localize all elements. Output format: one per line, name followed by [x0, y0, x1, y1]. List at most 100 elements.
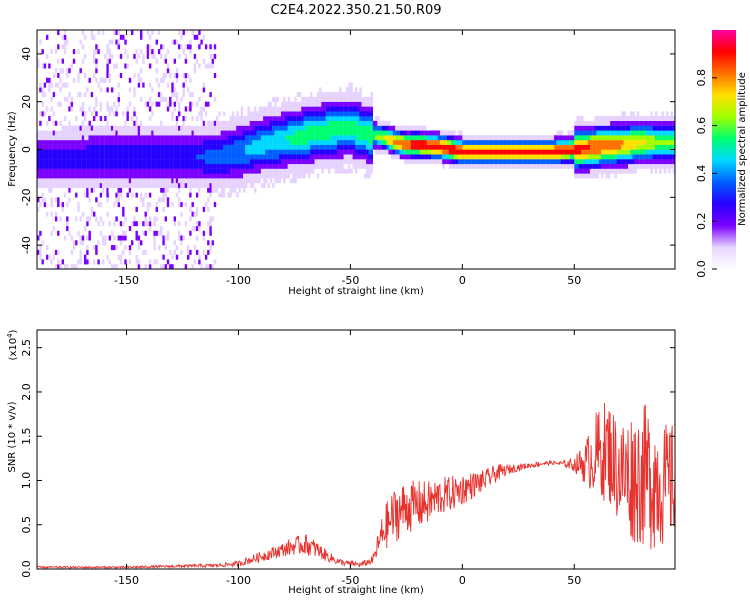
heatmap-cell	[39, 154, 42, 160]
heatmap-cell	[668, 144, 671, 150]
heatmap-cell	[126, 125, 129, 131]
heatmap-cell	[269, 144, 273, 150]
heatmap-cell	[325, 130, 329, 136]
heatmap-cell	[46, 187, 49, 193]
heatmap-cell	[621, 135, 624, 141]
heatmap-cell	[37, 163, 40, 169]
heatmap-cell	[229, 159, 232, 165]
heatmap-cell	[128, 130, 132, 136]
heatmap-cell	[220, 154, 223, 160]
heatmap-cell	[332, 144, 335, 150]
heatmap-cell	[368, 159, 371, 165]
heatmap-cell	[128, 135, 132, 141]
heatmap-cell	[157, 168, 161, 174]
heatmap-cell	[249, 144, 253, 150]
heatmap-cell	[128, 163, 132, 169]
heatmap-cell	[41, 183, 44, 188]
heatmap-cell	[296, 111, 300, 117]
heatmap-cell	[88, 163, 91, 169]
heatmap-cell	[446, 154, 450, 160]
heatmap-cell	[334, 96, 338, 102]
heatmap-cell	[487, 135, 490, 141]
heatmap-cell	[583, 130, 586, 136]
heatmap-cell	[645, 159, 649, 165]
heatmap-cell	[204, 254, 208, 260]
heatmap-cell	[207, 240, 210, 246]
heatmap-cell	[531, 144, 535, 150]
heatmap-cell	[86, 235, 89, 241]
heatmap-cell	[585, 144, 588, 150]
heatmap-cell	[610, 120, 613, 126]
heatmap-cell	[216, 149, 219, 155]
heatmap-cell	[464, 144, 467, 150]
heatmap-cell	[106, 135, 109, 141]
heatmap-cell	[146, 44, 150, 50]
heatmap-cell	[312, 120, 315, 126]
heatmap-cell	[435, 154, 438, 160]
heatmap-cell	[93, 168, 96, 174]
heatmap-cell	[509, 159, 512, 165]
heatmap-cell	[265, 163, 268, 169]
heatmap-cell	[178, 139, 181, 145]
heatmap-cell	[166, 130, 170, 136]
heatmap-cell	[343, 144, 347, 150]
heatmap-cell	[227, 163, 230, 169]
heatmap-cell	[254, 111, 257, 117]
heatmap-cell	[182, 173, 185, 179]
heatmap-cell	[460, 130, 463, 136]
heatmap-cell	[292, 168, 295, 174]
heatmap-cell	[607, 168, 611, 174]
heatmap-cell	[180, 120, 183, 126]
heatmap-cell	[654, 163, 658, 169]
heatmap-cell	[133, 178, 136, 184]
heatmap-cell	[348, 135, 351, 141]
heatmap-cell	[298, 125, 302, 131]
heatmap-cell	[328, 168, 331, 174]
heatmap-cell	[97, 202, 100, 208]
heatmap-cell	[48, 187, 51, 193]
heatmap-cell	[133, 130, 136, 136]
heatmap-cell	[478, 159, 481, 165]
heatmap-cell	[292, 159, 295, 165]
heatmap-cell	[343, 130, 347, 136]
heatmap-cell	[475, 154, 479, 160]
heatmap-cell	[287, 125, 291, 131]
heatmap-cell	[332, 125, 335, 131]
heatmap-cell	[666, 125, 669, 131]
heatmap-cell	[337, 96, 340, 102]
heatmap-cell	[166, 202, 170, 208]
heatmap-cell	[166, 168, 170, 174]
heatmap-cell	[332, 154, 335, 160]
heatmap-cell	[160, 53, 163, 59]
heatmap-cell	[66, 130, 69, 136]
heatmap-cell	[343, 159, 347, 165]
heatmap-cell	[567, 139, 570, 145]
heatmap-cell	[619, 159, 622, 165]
heatmap-cell	[639, 130, 642, 136]
heatmap-cell	[258, 111, 261, 117]
heatmap-cell	[350, 111, 353, 117]
heatmap-cell	[431, 135, 434, 141]
heatmap-cell	[601, 159, 604, 165]
heatmap-cell	[195, 130, 199, 136]
heatmap-cell	[410, 130, 414, 136]
heatmap-cell	[372, 130, 376, 136]
heatmap-cell	[54, 173, 58, 179]
heatmap-cell	[527, 154, 530, 160]
heatmap-cell	[298, 106, 302, 112]
heatmap-cell	[283, 96, 286, 102]
heatmap-cell	[202, 163, 206, 169]
heatmap-cell	[195, 163, 199, 169]
heatmap-cell	[634, 125, 638, 131]
heatmap-cell	[307, 163, 311, 169]
heatmap-cell	[66, 135, 69, 141]
heatmap-cell	[43, 173, 47, 179]
heatmap-cell	[122, 120, 125, 126]
heatmap-cell	[473, 159, 476, 165]
heatmap-cell	[193, 68, 197, 74]
heatmap-cell	[666, 139, 669, 145]
heatmap-cell	[260, 149, 264, 155]
heatmap-cell	[231, 125, 235, 131]
heatmap-cell	[216, 116, 219, 121]
heatmap-cell	[610, 168, 613, 174]
